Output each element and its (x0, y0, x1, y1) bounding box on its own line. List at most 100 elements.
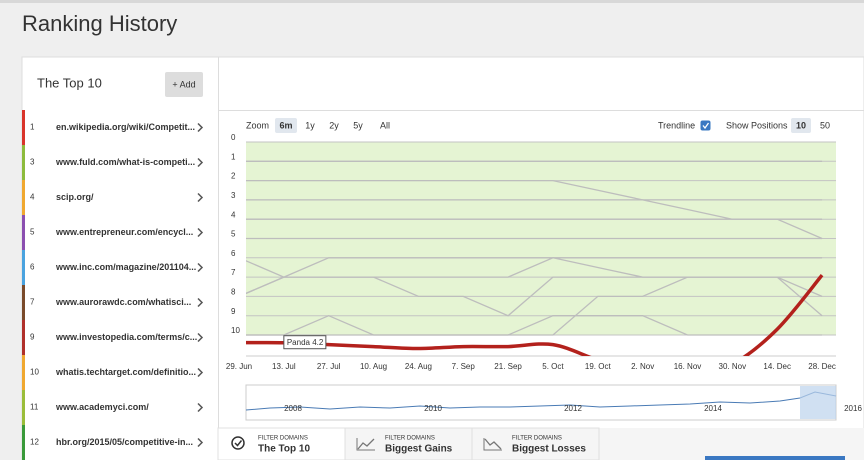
positions-button-bg[interactable] (791, 118, 811, 133)
zoom-button-bg[interactable] (275, 118, 297, 133)
row[interactable] (22, 425, 218, 460)
x-tick-label: 30. Nov (719, 362, 747, 371)
x-tick-label: 28. Dec (808, 362, 836, 371)
page-title: Ranking History (22, 11, 177, 36)
row-color (22, 215, 25, 250)
annotation-flag (283, 335, 327, 350)
row-color (22, 180, 25, 215)
ranking-line (246, 315, 823, 336)
row[interactable] (22, 285, 218, 320)
navigator-year: 2010 (424, 404, 442, 413)
trendline-label: Trendline (658, 120, 695, 130)
zoom-button[interactable]: 6m (279, 120, 292, 130)
ranking-line (246, 218, 823, 240)
annotation-label: Panda 4.2 (287, 338, 324, 347)
y-tick-label: 2 (231, 172, 236, 181)
navigator-sparkline (245, 391, 837, 411)
chevron-icon (197, 262, 204, 273)
navigator-year: 2016 (844, 404, 862, 413)
x-tick-label: 29. Jun (226, 362, 252, 371)
row-url[interactable]: www.academyci.com/ (55, 402, 149, 412)
row-color (22, 320, 25, 355)
x-tick-label: 24. Aug (405, 362, 432, 371)
add-button[interactable] (165, 72, 203, 97)
tab-icon (357, 438, 375, 450)
row-url[interactable]: hbr.org/2015/05/competitive-in... (56, 437, 193, 447)
zoom-button[interactable]: 5y (353, 120, 363, 130)
tab-icon (484, 438, 502, 450)
row-rank: 6 (30, 263, 35, 272)
navigator-year: 2014 (704, 404, 722, 413)
row-url[interactable]: en.wikipedia.org/wiki/Competit... (56, 122, 195, 132)
y-tick-label: 3 (231, 191, 236, 200)
row-rank: 11 (30, 403, 39, 412)
ranking-line (246, 179, 823, 201)
tab-icon (231, 436, 245, 450)
row-url[interactable]: www.investopedia.com/terms/c... (55, 332, 197, 342)
tab-icon (234, 440, 243, 447)
chevron-icon (197, 402, 204, 413)
positions-button[interactable]: 10 (796, 120, 806, 130)
y-tick-label: 9 (231, 307, 236, 316)
row-rank: 7 (30, 298, 35, 307)
zoom-button[interactable]: 1y (305, 120, 315, 130)
row-rank: 9 (30, 333, 35, 342)
navigator-selection[interactable] (800, 386, 836, 419)
zoom-label: Zoom (246, 120, 269, 130)
navigator-year: 2012 (564, 404, 582, 413)
navigator-year: 2008 (284, 404, 302, 413)
trendline (246, 274, 824, 356)
action-button[interactable] (705, 456, 845, 460)
positions-button[interactable]: 50 (820, 120, 830, 130)
row-url[interactable]: www.entrepreneur.com/encycl... (55, 227, 193, 237)
x-tick-label: 7. Sep (452, 362, 476, 371)
x-tick-label: 13. Jul (272, 362, 296, 371)
tab-caption: FILTER DOMAINS (512, 436, 562, 442)
sidebar-title: The Top 10 (37, 75, 102, 90)
zoom-button[interactable]: All (380, 120, 390, 130)
row[interactable] (22, 355, 218, 390)
positions-label: Show Positions (726, 120, 788, 130)
row-url[interactable]: www.fuld.com/what-is-competi... (55, 157, 195, 167)
y-tick-label: 10 (231, 326, 240, 335)
tab-label[interactable]: The Top 10 (258, 444, 310, 455)
tab-caption: FILTER DOMAINS (258, 436, 308, 442)
tab-label[interactable]: Biggest Losses (512, 444, 586, 455)
row[interactable] (22, 250, 218, 285)
y-tick-label: 4 (231, 210, 236, 219)
row-url[interactable]: www.aurorawdc.com/whatisci... (55, 297, 191, 307)
tab[interactable] (471, 427, 600, 460)
row[interactable] (22, 215, 218, 250)
row-color (22, 285, 25, 320)
add-button-label[interactable]: + Add (172, 79, 195, 89)
tab-icon (483, 438, 502, 451)
row-url[interactable]: scip.org/ (56, 192, 94, 202)
zoom-button[interactable]: 2y (329, 120, 339, 130)
chevron-icon (197, 367, 204, 378)
row-color (22, 390, 25, 425)
chevron-icon (197, 157, 204, 168)
tab-label[interactable]: Biggest Gains (385, 444, 453, 455)
x-tick-label: 5. Oct (542, 362, 564, 371)
chevron-icon (197, 297, 204, 308)
row[interactable] (22, 145, 218, 180)
y-tick-label: 5 (231, 230, 236, 239)
y-tick-label: 0 (231, 133, 236, 142)
row-color (22, 250, 25, 285)
row-url[interactable]: whatis.techtarget.com/definitio... (55, 367, 196, 377)
x-tick-label: 14. Dec (763, 362, 791, 371)
x-tick-label: 2. Nov (631, 362, 654, 371)
y-tick-label: 6 (231, 249, 236, 258)
plot (246, 160, 824, 356)
y-tick-label: 8 (231, 288, 236, 297)
ranking-line (246, 199, 823, 220)
row[interactable] (22, 180, 218, 215)
row[interactable] (22, 320, 218, 355)
row-url[interactable]: www.inc.com/magazine/201104... (55, 262, 196, 272)
row[interactable] (22, 110, 218, 145)
trendline-checkbox[interactable] (700, 120, 711, 131)
top-edge (0, 0, 864, 3)
row[interactable] (22, 390, 218, 425)
ranking-line (246, 276, 823, 336)
